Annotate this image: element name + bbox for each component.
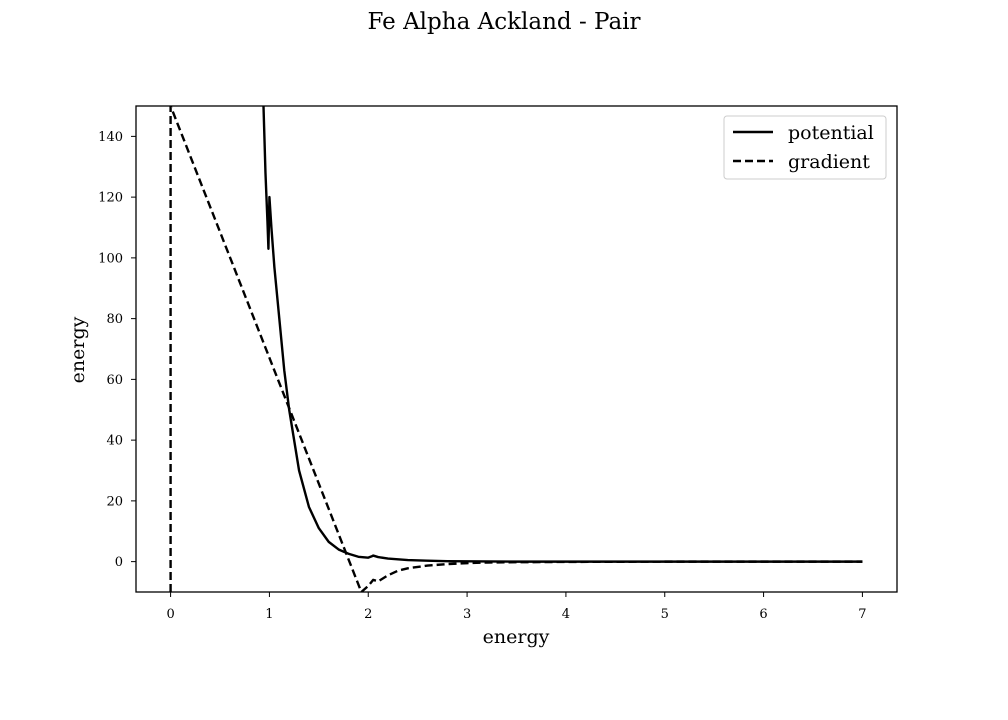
y-tick-label: 0 xyxy=(115,555,123,570)
y-tick-label: 80 xyxy=(106,312,123,327)
chart-title: Fe Alpha Ackland - Pair xyxy=(367,9,641,35)
axis-ticks: 0 1 2 3 4 5 6 7 0 20 40 60 80 100 120 140 xyxy=(98,130,866,622)
x-tick-label: 3 xyxy=(463,607,471,622)
series-lines xyxy=(169,106,863,592)
legend: potential gradient xyxy=(723,115,887,180)
y-tick-label: 120 xyxy=(98,191,123,206)
y-tick-label: 60 xyxy=(106,373,123,388)
x-tick-label: 4 xyxy=(562,607,570,622)
x-tick-label: 7 xyxy=(858,607,866,622)
x-tick-label: 2 xyxy=(364,607,372,622)
x-tick-label: 0 xyxy=(166,607,174,622)
series-line-gradient xyxy=(169,106,863,592)
x-tick-label: 5 xyxy=(661,607,669,622)
legend-gradient-label: gradient xyxy=(788,151,870,173)
y-tick-label: 40 xyxy=(106,434,123,449)
x-tick-label: 6 xyxy=(759,607,767,622)
y-tick-label: 140 xyxy=(98,130,123,145)
y-tick-label: 100 xyxy=(98,251,123,266)
plot-frame xyxy=(135,105,898,593)
series-line-potential xyxy=(262,106,863,563)
x-axis-label: energy xyxy=(483,626,550,648)
y-tick-label: 20 xyxy=(106,494,123,509)
legend-potential-label: potential xyxy=(788,122,874,144)
y-axis-label: energy xyxy=(67,316,89,383)
x-tick-label: 1 xyxy=(265,607,273,622)
